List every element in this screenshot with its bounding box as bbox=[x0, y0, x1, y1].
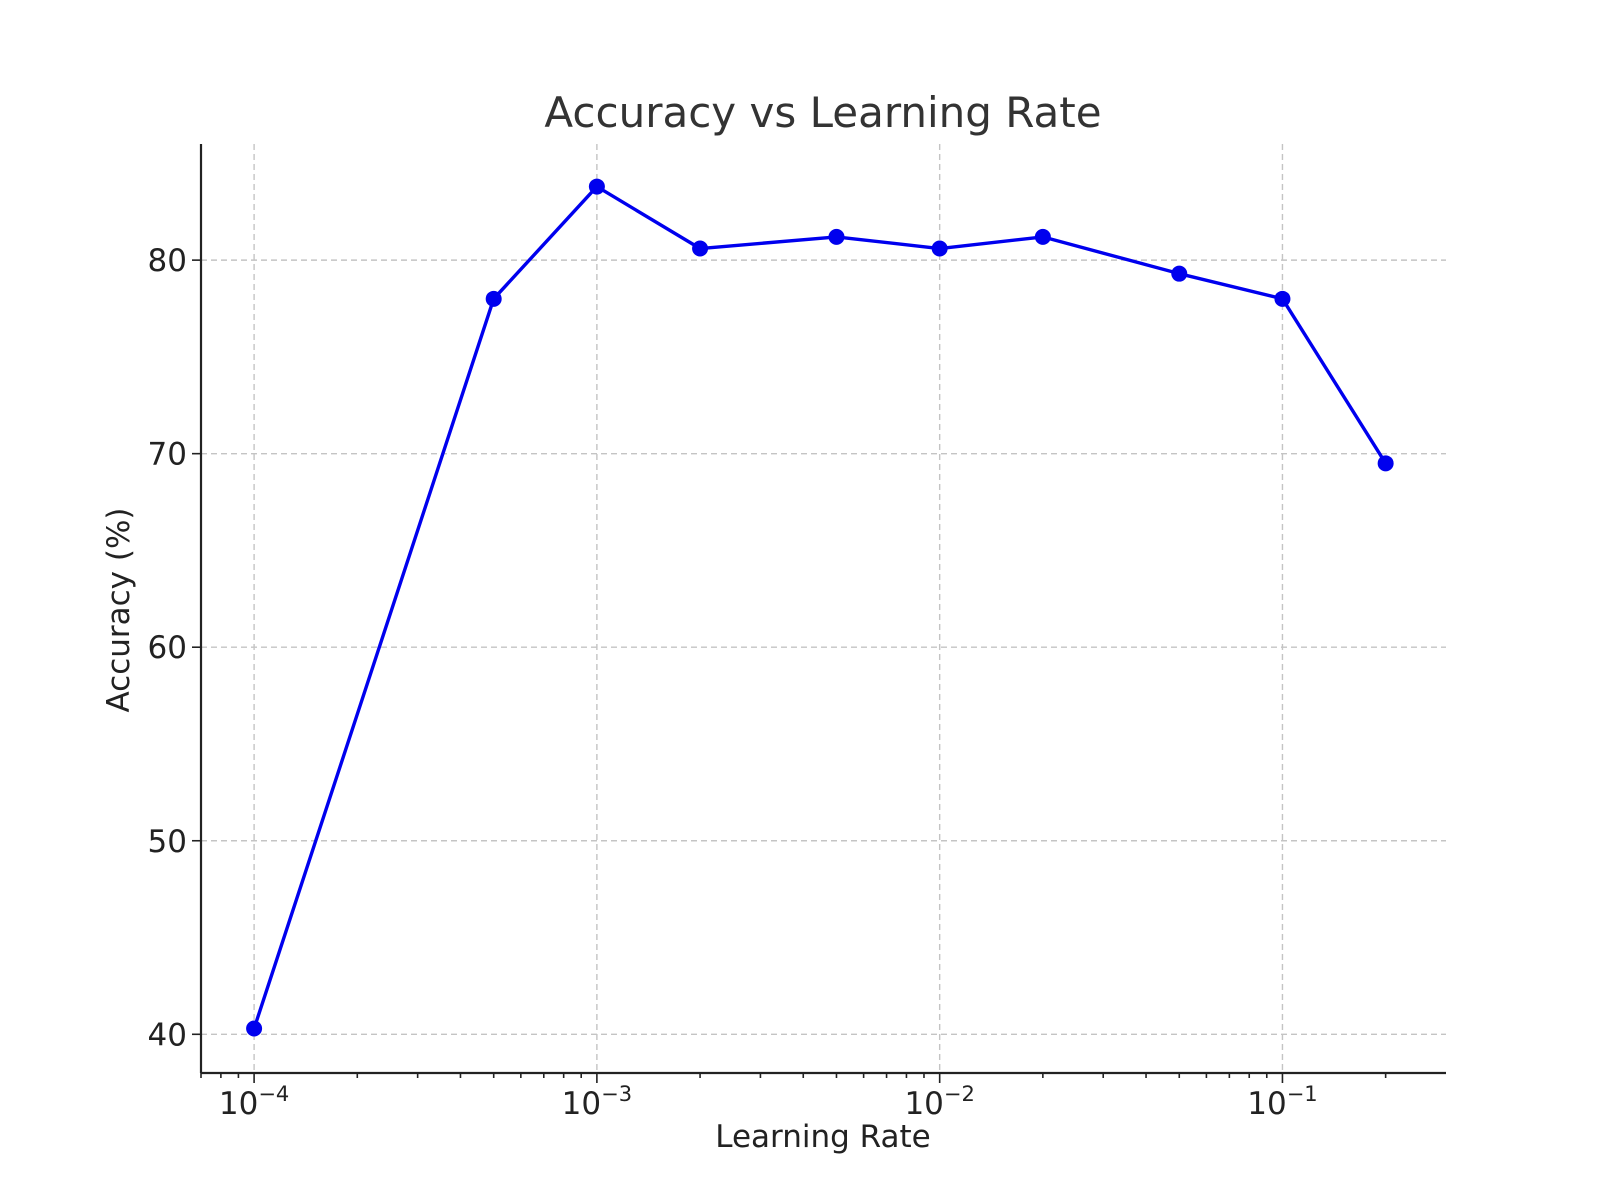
x-tick-label: 10−4 bbox=[219, 1082, 289, 1122]
data-point bbox=[931, 240, 948, 257]
y-axis-label: Accuracy (%) bbox=[101, 507, 137, 712]
y-tick-label: 80 bbox=[148, 243, 187, 279]
data-series bbox=[246, 178, 1394, 1037]
y-tick-label: 70 bbox=[148, 437, 187, 473]
data-point bbox=[246, 1020, 263, 1037]
data-point bbox=[1274, 290, 1291, 307]
ticks: 40 50 60 70 80 10−4 10−3 10−2 10−1 bbox=[148, 243, 1387, 1122]
y-tick-label: 60 bbox=[148, 630, 187, 666]
x-tick-label: 10−2 bbox=[904, 1082, 974, 1122]
data-point bbox=[588, 178, 605, 195]
x-tick-label: 10−3 bbox=[562, 1082, 632, 1122]
y-tick-label: 50 bbox=[148, 824, 187, 860]
y-tick-label: 40 bbox=[148, 1017, 187, 1053]
data-point bbox=[1377, 455, 1394, 472]
data-point bbox=[1171, 265, 1188, 282]
series-line bbox=[252, 184, 1388, 1031]
data-point bbox=[485, 290, 502, 307]
data-point bbox=[1034, 228, 1051, 245]
x-tick-label: 10−1 bbox=[1247, 1082, 1317, 1122]
axes bbox=[199, 144, 1446, 1075]
data-point bbox=[692, 240, 709, 257]
x-axis-label: Learning Rate bbox=[715, 1119, 931, 1155]
grid bbox=[201, 144, 1446, 1073]
data-point bbox=[828, 228, 845, 245]
chart-title: Accuracy vs Learning Rate bbox=[544, 88, 1101, 137]
